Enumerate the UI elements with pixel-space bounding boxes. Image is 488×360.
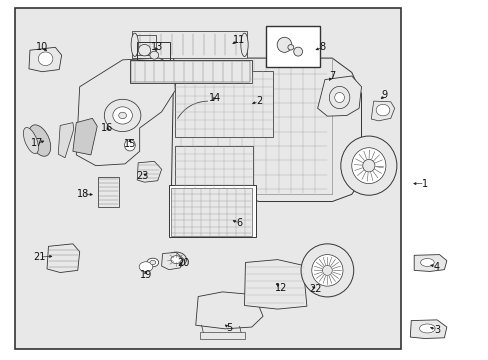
Text: 19: 19 (140, 270, 152, 280)
Polygon shape (195, 292, 263, 329)
Ellipse shape (420, 258, 433, 266)
Bar (131, 61, 250, 82)
Ellipse shape (38, 52, 53, 66)
Text: 7: 7 (328, 71, 335, 81)
Text: 11: 11 (232, 35, 244, 45)
Bar (168, 185, 255, 237)
Bar (137, 42, 170, 59)
Ellipse shape (170, 256, 181, 264)
Bar (266, 26, 320, 67)
Bar (171, 188, 251, 235)
Text: 3: 3 (433, 325, 439, 335)
Bar (199, 332, 244, 338)
Polygon shape (137, 161, 161, 182)
Ellipse shape (375, 104, 389, 116)
Text: 23: 23 (136, 171, 148, 181)
Polygon shape (161, 252, 183, 270)
Ellipse shape (131, 33, 138, 57)
Ellipse shape (311, 255, 342, 286)
Polygon shape (244, 260, 306, 309)
Ellipse shape (113, 107, 132, 124)
Ellipse shape (147, 258, 158, 267)
Ellipse shape (340, 136, 396, 195)
Text: 13: 13 (150, 42, 163, 52)
Text: 10: 10 (36, 42, 48, 52)
Polygon shape (171, 58, 361, 202)
Text: 6: 6 (236, 218, 242, 228)
Ellipse shape (301, 244, 353, 297)
Ellipse shape (150, 260, 156, 265)
Text: 5: 5 (225, 323, 231, 333)
Ellipse shape (139, 262, 153, 272)
Bar (175, 146, 253, 193)
Ellipse shape (334, 93, 344, 103)
Ellipse shape (351, 148, 385, 184)
Text: 14: 14 (209, 93, 221, 103)
Text: 22: 22 (308, 284, 321, 294)
Ellipse shape (23, 127, 39, 154)
Text: 15: 15 (123, 139, 136, 149)
Text: 4: 4 (433, 262, 439, 272)
Text: 18: 18 (76, 189, 88, 199)
Polygon shape (317, 76, 361, 116)
Ellipse shape (293, 47, 302, 56)
Ellipse shape (362, 159, 374, 172)
Ellipse shape (124, 139, 135, 151)
Text: 17: 17 (31, 139, 43, 148)
Text: 2: 2 (256, 96, 262, 106)
Ellipse shape (29, 125, 51, 156)
Polygon shape (409, 320, 446, 338)
Bar (175, 71, 272, 137)
Ellipse shape (165, 252, 186, 267)
Ellipse shape (241, 33, 247, 57)
Text: 16: 16 (101, 123, 113, 133)
Text: 20: 20 (177, 258, 189, 268)
Bar (98, 177, 119, 207)
Polygon shape (58, 123, 74, 158)
Ellipse shape (287, 45, 293, 50)
Bar (130, 60, 251, 83)
Ellipse shape (138, 44, 150, 56)
Ellipse shape (322, 265, 331, 275)
Ellipse shape (104, 99, 141, 132)
Polygon shape (29, 47, 61, 72)
Bar (136, 36, 156, 55)
Text: 21: 21 (34, 252, 46, 262)
Polygon shape (73, 118, 97, 155)
Polygon shape (413, 255, 446, 271)
Text: 12: 12 (274, 283, 286, 293)
Ellipse shape (119, 112, 126, 119)
Bar (132, 31, 246, 58)
Text: 1: 1 (421, 179, 427, 189)
Ellipse shape (419, 324, 434, 333)
Polygon shape (47, 244, 80, 273)
Ellipse shape (150, 51, 158, 59)
Text: 9: 9 (381, 90, 387, 100)
Polygon shape (370, 101, 394, 121)
Polygon shape (76, 58, 175, 166)
Bar (15, 8, 400, 348)
Ellipse shape (277, 37, 291, 52)
Text: 8: 8 (319, 42, 325, 52)
Ellipse shape (329, 86, 349, 109)
